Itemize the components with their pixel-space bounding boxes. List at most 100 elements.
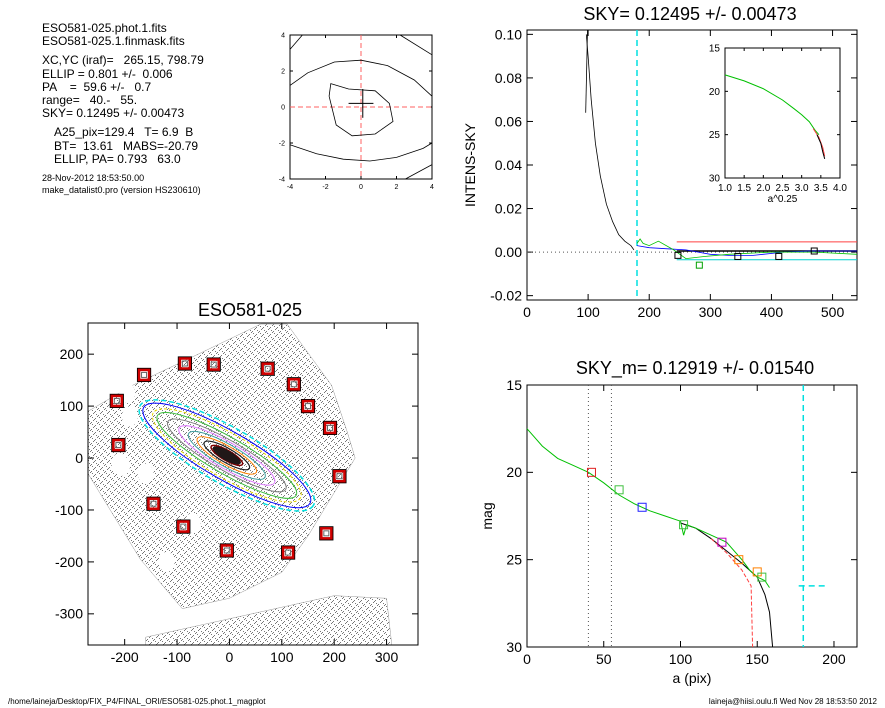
- image-frame: [87, 322, 419, 646]
- inset-x-label: 3.5: [814, 183, 828, 194]
- mag-red-profile: [710, 538, 754, 648]
- sky-box-outer: [111, 437, 126, 453]
- mag-box: [757, 572, 767, 582]
- inset-x-label: 1.5: [737, 183, 751, 194]
- corner-contour: [399, 34, 433, 56]
- sky-box-inner: [177, 520, 190, 533]
- sky-box-core: [113, 397, 120, 404]
- image-y-label: 200: [60, 346, 84, 362]
- sky-box-outer: [176, 519, 191, 534]
- inset-x-label: 2.0: [756, 183, 770, 194]
- sky-box: [695, 261, 703, 269]
- sky-box-core: [150, 500, 157, 507]
- inset-frame: [724, 47, 841, 179]
- image-y-label: 100: [60, 398, 84, 414]
- info-header: ESO581-025.phot.1.fits ESO581-025.1.finm…: [42, 21, 204, 196]
- mag-box: [679, 520, 689, 530]
- mag-x-label: 200: [822, 651, 846, 667]
- sky-box-outer: [332, 469, 347, 484]
- sky-box-outer: [109, 393, 124, 409]
- inset-y-label: 15: [709, 44, 721, 55]
- sky-title: SKY= 0.12495 +/- 0.00473: [583, 4, 796, 24]
- sky-box-core: [305, 403, 311, 410]
- mag-green-profile: [526, 428, 770, 588]
- center-line: XC,YC (iraf)= 265.15, 798.79: [42, 53, 204, 68]
- mag-black-profile: [680, 522, 774, 648]
- image-x-label: -200: [111, 649, 139, 665]
- sky-box-inner: [112, 438, 125, 452]
- sky-box-outer: [319, 526, 334, 541]
- timestamp-line: 28-Nov-2012 18:53:50.00: [42, 173, 145, 184]
- sky-box-inner: [281, 546, 295, 559]
- corner-contour: [289, 34, 303, 50]
- pa-line: PA = 59.6 +/- 0.7: [42, 79, 152, 94]
- sky-box: [810, 247, 818, 255]
- sky-spike: [585, 29, 588, 113]
- mag-box: [717, 537, 727, 547]
- inset-y-label: 25: [709, 130, 721, 141]
- inset-y-label: 20: [709, 87, 721, 98]
- isophote-ellipse: [196, 436, 258, 475]
- contour-x-label: -4: [287, 184, 293, 191]
- isophote-ellipse: [166, 418, 287, 493]
- sky-chart: SKY= 0.12495 +/- 0.00473 0 100 200 300 400 500…: [462, 4, 858, 320]
- sky-box-core: [336, 473, 343, 480]
- sky-box-outer: [260, 361, 275, 376]
- sky-box-outer: [219, 543, 234, 558]
- outer-contour-lower: [289, 142, 433, 162]
- image-y-label: -300: [55, 606, 83, 622]
- inset-green: [724, 74, 820, 136]
- contour-x-label: 4: [430, 184, 434, 191]
- sky-x-label: 300: [699, 304, 723, 320]
- image-lower-field: [145, 595, 393, 645]
- contour-chart: -4 -2 0 2 4 4 2 0 -2 -4: [279, 32, 434, 191]
- image-title: ESO581-025: [198, 300, 302, 320]
- sky-line: SKY= 0.12495 +/- 0.00473: [42, 106, 185, 121]
- inset-x-label: 3.0: [795, 183, 809, 194]
- sky-y-label: 0.02: [495, 200, 522, 216]
- image-y-label: -100: [55, 502, 83, 518]
- mask-hole: [158, 551, 175, 572]
- mag-box: [752, 567, 762, 577]
- inset-y-label: 30: [709, 174, 721, 185]
- sky-box-core: [285, 549, 292, 556]
- sky-box-outer: [322, 420, 338, 436]
- inner-contour: [328, 83, 394, 137]
- sky-box-inner: [301, 399, 315, 413]
- sky-box-core: [210, 361, 217, 368]
- contour-x-label: -2: [322, 184, 328, 191]
- sky-y-label: -0.02: [490, 288, 522, 304]
- image-x-label: 300: [375, 649, 399, 665]
- mag-frame: [526, 384, 858, 648]
- contour-x-label: 0: [359, 184, 363, 191]
- sky-box-inner: [207, 358, 220, 371]
- mag-x-label: 50: [596, 651, 612, 667]
- mag-ylabel: mag: [479, 502, 495, 529]
- mag-box: [586, 467, 596, 477]
- mask-line: ESO581-025.1.finmask.fits: [42, 34, 185, 49]
- inset-x-label: 1.0: [718, 183, 732, 194]
- sky-box: [734, 252, 742, 260]
- version-line: make_datalist0.pro (version HS230610): [42, 185, 201, 196]
- image-x-label: 0: [226, 649, 234, 665]
- inset-x-label: 4.0: [833, 183, 847, 194]
- sky-box-inner: [178, 357, 192, 370]
- sky-y-label: 0.00: [495, 244, 522, 260]
- image-y-label: -200: [55, 554, 83, 570]
- ellip-pa-line: ELLIP, PA= 0.793 63.0: [54, 151, 181, 166]
- mask-hole: [137, 463, 154, 484]
- isophote-ellipse: [138, 399, 316, 512]
- sky-y-label: 0.10: [495, 26, 522, 42]
- sky-box-outer: [286, 377, 301, 392]
- bt-line: BT= 13.61 MABS=-20.79: [54, 138, 199, 153]
- isophote-ellipse: [203, 440, 251, 471]
- mag-chart: SKY_m= 0.12919 +/- 0.01540 0 50 100 150 200 15…: [479, 358, 858, 686]
- sky-box-inner: [137, 368, 151, 382]
- mag-box: [637, 502, 647, 512]
- isophote-ellipse: [210, 444, 244, 467]
- galaxy-image-chart: ESO581-025 -200 -100 0 100 200 300 200 100 0 -100 -…: [55, 300, 419, 665]
- mag-y-label: 20: [506, 464, 522, 480]
- sky-y-label: 0.08: [495, 70, 522, 86]
- sky-box-outer: [136, 367, 152, 383]
- image-field: [88, 323, 393, 645]
